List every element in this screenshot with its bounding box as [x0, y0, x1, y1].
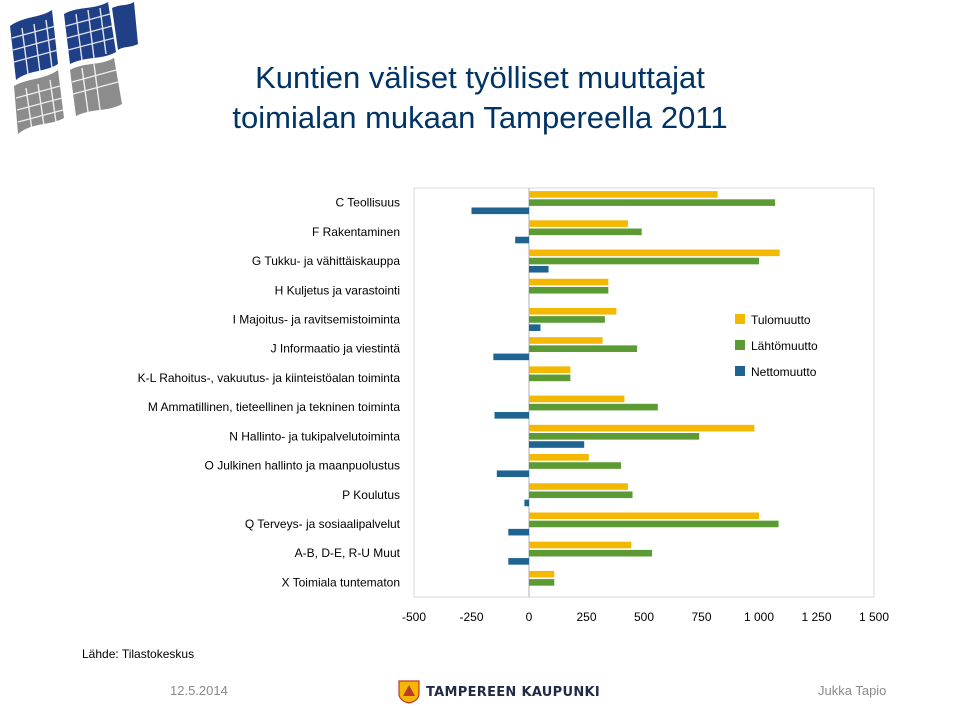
- bar-lahtomuutto: [529, 374, 571, 382]
- x-tick-label: 1 000: [744, 610, 774, 624]
- footer-author: Jukka Tapio: [818, 683, 887, 698]
- category-label: G Tukku- ja vähittäiskauppa: [252, 254, 400, 268]
- bar-lahtomuutto: [529, 228, 642, 236]
- x-tick-label: -250: [459, 610, 483, 624]
- category-label: P Koulutus: [342, 488, 400, 502]
- bar-nettomuutto: [471, 207, 529, 215]
- plot-frame: [413, 187, 875, 598]
- title-line-2: toimialan mukaan Tampereella 2011: [232, 100, 728, 135]
- category-label: A-B, D-E, R-U Muut: [295, 546, 401, 560]
- bar-nettomuutto: [515, 236, 529, 244]
- source-note: Lähde: Tilastokeskus: [82, 647, 195, 661]
- category-label: N Hallinto- ja tukipalvelutoiminta: [229, 429, 400, 443]
- bar-tulomuutto: [529, 191, 718, 198]
- footer-brand: TAMPEREEN KAUPUNKI: [398, 680, 600, 704]
- city-crest-icon: [398, 680, 420, 704]
- bar-lahtomuutto: [529, 549, 653, 557]
- bar-nettomuutto: [493, 353, 529, 361]
- bar-tulomuutto: [529, 512, 759, 520]
- legend-label: Tulomuutto: [751, 313, 811, 327]
- legend-swatch: [735, 366, 745, 376]
- x-tick-label: 500: [634, 610, 654, 624]
- bar-tulomuutto: [529, 483, 628, 490]
- x-tick-label: 250: [576, 610, 596, 624]
- category-label: Q Terveys- ja sosiaalipalvelut: [245, 517, 401, 531]
- category-label: X Toimiala tuntematon: [281, 575, 400, 589]
- bar-nettomuutto: [529, 441, 585, 448]
- bar-lahtomuutto: [529, 345, 638, 352]
- slide-title: Kuntien väliset työlliset muuttajat toim…: [150, 58, 810, 138]
- city-logo: [10, 2, 138, 134]
- x-tick-label: 1 250: [801, 610, 831, 624]
- category-label: M Ammatillinen, tieteellinen ja tekninen…: [148, 400, 400, 414]
- bar-tulomuutto: [529, 541, 632, 549]
- bar-nettomuutto: [524, 499, 529, 507]
- category-label: O Julkinen hallinto ja maanpuolustus: [205, 459, 400, 473]
- bar-nettomuutto: [496, 470, 529, 478]
- footer-brand-text: TAMPEREEN KAUPUNKI: [426, 684, 601, 700]
- x-tick-label: -500: [402, 610, 426, 624]
- footer-date: 12.5.2014: [170, 683, 228, 698]
- bar-nettomuutto: [508, 558, 529, 565]
- bar-lahtomuutto: [529, 579, 555, 586]
- bar-tulomuutto: [529, 570, 555, 578]
- bar-tulomuutto: [529, 337, 603, 344]
- bar-lahtomuutto: [529, 491, 633, 499]
- title-line-1: Kuntien väliset työlliset muuttajat: [255, 60, 705, 95]
- legend-label: Lähtömuutto: [751, 339, 818, 353]
- bar-tulomuutto: [529, 278, 609, 286]
- bar-tulomuutto: [529, 220, 628, 227]
- bar-lahtomuutto: [529, 462, 621, 469]
- bar-tulomuutto: [529, 249, 780, 257]
- bar-tulomuutto: [529, 395, 625, 403]
- category-label: J Informaatio ja viestintä: [271, 342, 401, 356]
- bar-nettomuutto: [529, 324, 541, 331]
- x-tick-label: 0: [526, 610, 533, 624]
- bar-nettomuutto: [529, 265, 549, 273]
- bar-nettomuutto: [494, 412, 529, 419]
- bar-lahtomuutto: [529, 403, 658, 411]
- bar-tulomuutto: [529, 307, 617, 315]
- bar-tulomuutto: [529, 454, 589, 461]
- legend-swatch: [735, 314, 745, 324]
- category-label: C Teollisuus: [336, 196, 400, 210]
- bar-lahtomuutto: [529, 433, 700, 440]
- category-label: H Kuljetus ja varastointi: [275, 283, 400, 297]
- bar-lahtomuutto: [529, 199, 776, 206]
- bar-lahtomuutto: [529, 316, 605, 323]
- bar-nettomuutto: [508, 528, 529, 536]
- x-tick-label: 1 500: [859, 610, 889, 624]
- legend-label: Nettomuutto: [751, 365, 817, 379]
- bar-lahtomuutto: [529, 520, 779, 528]
- bar-tulomuutto: [529, 424, 755, 432]
- category-label: F Rakentaminen: [312, 225, 400, 239]
- category-label: I Majoitus- ja ravitsemistoiminta: [233, 312, 401, 326]
- x-tick-label: 750: [691, 610, 711, 624]
- legend-swatch: [735, 340, 745, 350]
- bar-lahtomuutto: [529, 286, 609, 294]
- bar-tulomuutto: [529, 366, 571, 373]
- bar-lahtomuutto: [529, 257, 759, 265]
- category-label: K-L Rahoitus-, vakuutus- ja kiinteistöal…: [138, 371, 401, 385]
